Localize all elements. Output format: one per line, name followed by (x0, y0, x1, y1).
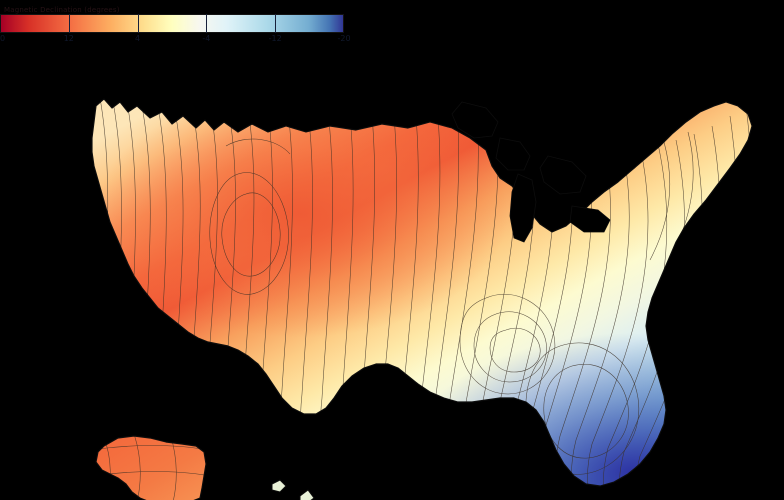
alaska-inset (95, 435, 207, 500)
map-canvas (0, 46, 784, 500)
colorbar-gradient (0, 14, 344, 33)
colorbar-tick-label-3: -4 (202, 34, 211, 43)
colorbar-tick-label-4: -12 (268, 34, 282, 43)
colorbar-tick-label-1: 12 (63, 34, 74, 43)
colorbar-title: Magnetic Declination (degrees) (4, 6, 120, 14)
colorbar-tick-1 (68, 14, 70, 33)
colorbar-tick-label-5: -20 (337, 34, 351, 43)
conus-coastline (91, 98, 753, 487)
colorbar-tick-label-2: 4 (135, 34, 141, 43)
conus-region (91, 98, 753, 487)
hawaii-inset (271, 479, 315, 500)
colorbar-tick-label-0: 20 (0, 34, 6, 43)
great-lakes (451, 101, 611, 243)
colorbar-tick-labels: 20 12 4 -4 -12 -20 (0, 34, 351, 48)
colorbar-tick-3 (206, 14, 208, 33)
colorbar-tick-2 (137, 14, 139, 33)
colorbar-ticks (0, 14, 344, 33)
colorbar: Magnetic Declination (degrees) 20 12 4 -4 -1… (0, 6, 351, 48)
colorbar-tick-4 (275, 14, 277, 33)
